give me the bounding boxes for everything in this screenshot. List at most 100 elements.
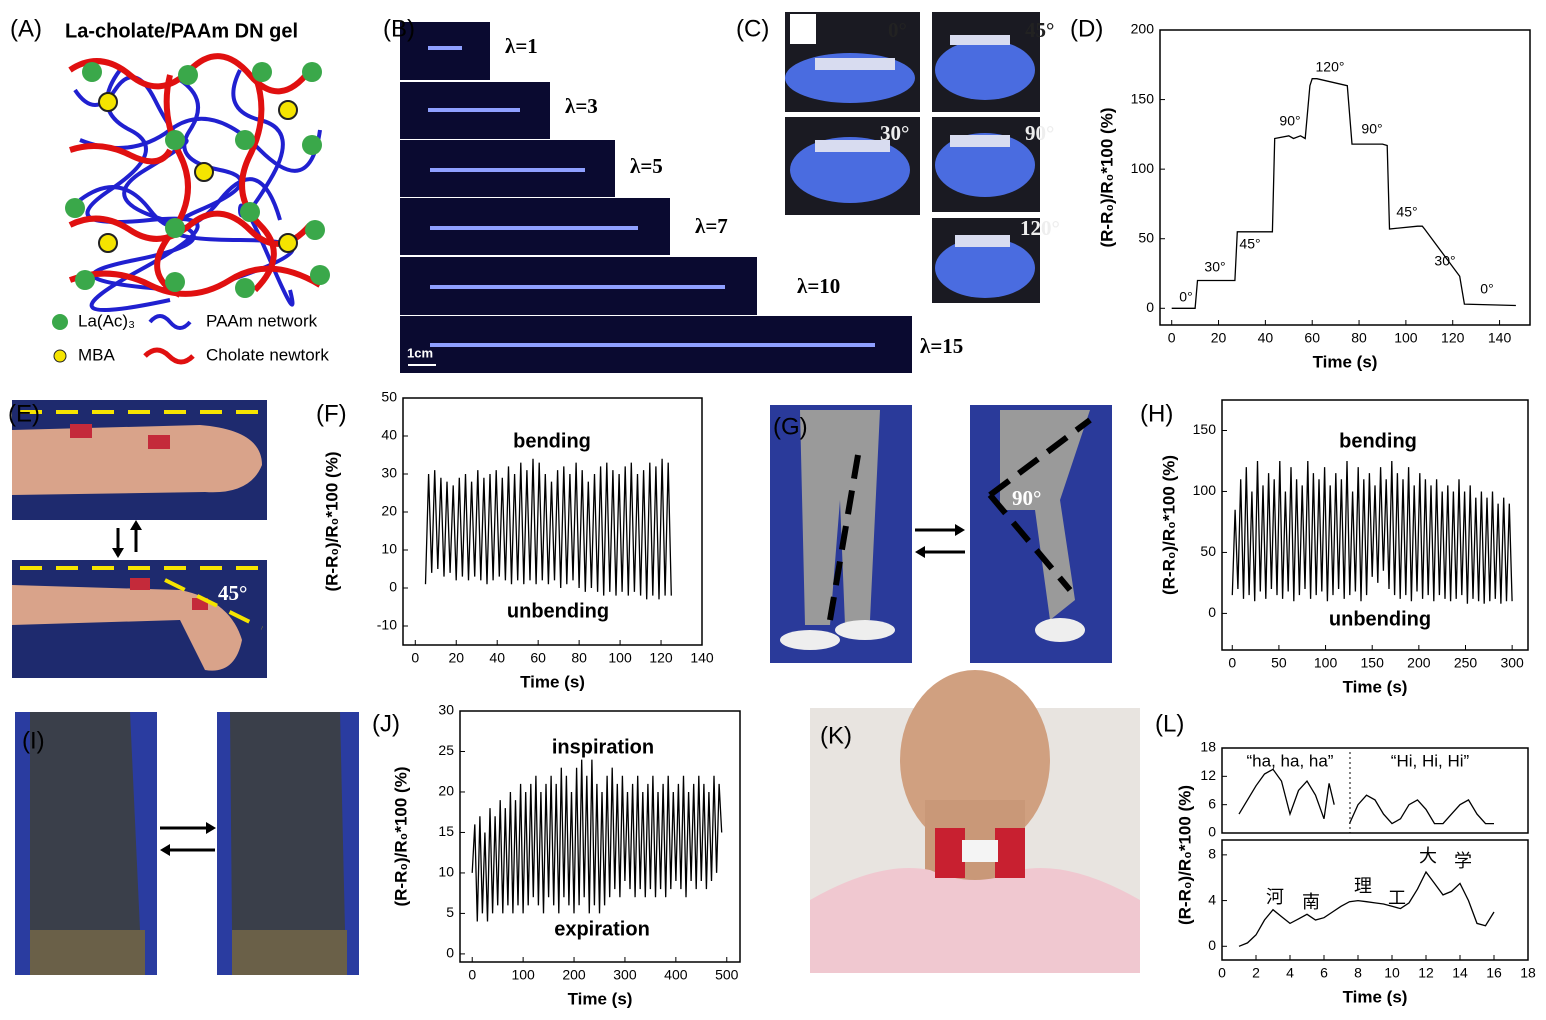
y-tick-label: -10: [377, 617, 397, 633]
y-tick-label: 50: [381, 389, 397, 405]
plot-frame: [1159, 29, 1531, 326]
y-tick-label: 200: [1131, 21, 1155, 37]
plot-frame: [459, 710, 741, 963]
x-tick-label: 20: [448, 650, 464, 666]
y-tick-label: 30: [438, 702, 454, 718]
panel-label: (A): [10, 15, 42, 42]
legend-swatch: [52, 314, 68, 330]
x-tick-label: 10: [1384, 965, 1400, 981]
panel-label: (D): [1070, 15, 1103, 42]
annotation: 30°: [1204, 259, 1225, 275]
annotation: 学: [1454, 851, 1472, 871]
x-axis-label: Time (s): [568, 989, 633, 1008]
torso-photos: [15, 712, 359, 975]
legend-swatch: [148, 314, 192, 330]
x-axis-label: Time (s): [1343, 677, 1408, 696]
x-tick-label: 60: [1304, 330, 1320, 346]
annotation: unbending: [1329, 608, 1431, 630]
data-line: [424, 458, 672, 600]
annotation: “Hi, Hi, Hi”: [1391, 751, 1470, 770]
annotation: 大: [1419, 846, 1437, 866]
x-tick-label: 140: [1488, 330, 1512, 346]
x-tick-label: 0: [1168, 330, 1176, 346]
annotation: 河: [1266, 887, 1284, 907]
x-tick-label: 18: [1520, 965, 1536, 981]
schematic-title: La-cholate/PAAm DN gel: [65, 20, 298, 42]
legend-label: La(Ac)₃: [78, 311, 135, 330]
plot-frame: [1221, 747, 1529, 834]
x-tick-label: 0: [1228, 655, 1236, 671]
annotation: bending: [513, 430, 591, 452]
annotation: 理: [1354, 876, 1372, 896]
x-tick-label: 80: [571, 650, 587, 666]
x-tick-label: 2: [1252, 965, 1260, 981]
cholate-chains: [68, 53, 322, 298]
x-tick-label: 100: [511, 967, 535, 983]
y-tick-label: 0: [446, 945, 454, 961]
panel-label: (K): [820, 722, 852, 749]
x-tick-label: 150: [1361, 655, 1385, 671]
angle-label: 90°: [1025, 121, 1054, 145]
y-tick-label: 20: [438, 783, 454, 799]
x-tick-label: 300: [1500, 655, 1524, 671]
y-tick-label: 15: [438, 823, 454, 839]
legend-swatch: [53, 349, 67, 363]
annotation: 0°: [1179, 289, 1192, 305]
leg-photos: [770, 405, 1112, 663]
panel-label: (C): [736, 15, 769, 42]
scale-label: 1cm: [407, 345, 433, 360]
wrist-photos: [12, 400, 267, 678]
annotation: 45°: [1396, 204, 1417, 220]
x-axis-label: Time (s): [1313, 352, 1378, 371]
plot-frame: [1221, 399, 1529, 651]
x-tick-label: 250: [1454, 655, 1478, 671]
angle-label: 45°: [1025, 18, 1054, 42]
y-tick-label: 6: [1208, 795, 1216, 811]
x-tick-label: 12: [1418, 965, 1434, 981]
stretch-label: λ=7: [695, 214, 728, 238]
y-axis-label: (R-R₀)/R₀*100 (%): [391, 766, 410, 906]
annotation: 南: [1302, 892, 1320, 912]
x-tick-label: 8: [1354, 965, 1362, 981]
y-tick-label: 0: [1208, 824, 1216, 840]
x-tick-label: 60: [530, 650, 546, 666]
panel-label: (G): [773, 413, 808, 440]
x-tick-label: 0: [411, 650, 419, 666]
x-tick-label: 0: [1218, 965, 1226, 981]
panel-label: (L): [1155, 710, 1184, 737]
x-tick-label: 14: [1452, 965, 1468, 981]
y-tick-label: 8: [1208, 846, 1216, 862]
panel-label: (I): [22, 727, 45, 754]
y-tick-label: 20: [381, 503, 397, 519]
y-tick-label: 0: [1146, 299, 1154, 315]
y-axis-label: (R-R₀)/R₀*100 (%): [1097, 107, 1116, 247]
x-tick-label: 120: [1441, 330, 1465, 346]
x-axis-label: Time (s): [1343, 987, 1408, 1006]
y-tick-label: 100: [1131, 160, 1155, 176]
annotation: inspiration: [552, 736, 654, 758]
angle-label: 120°: [1020, 216, 1060, 240]
x-tick-label: 100: [1314, 655, 1338, 671]
y-tick-label: 50: [1200, 543, 1216, 559]
y-tick-label: 10: [381, 541, 397, 557]
y-tick-label: 40: [381, 427, 397, 443]
angle-label: 30°: [880, 121, 909, 145]
legend-swatch: [143, 347, 195, 365]
data-line: [1238, 870, 1495, 947]
stretch-label: λ=5: [630, 154, 663, 178]
y-tick-label: 150: [1131, 90, 1155, 106]
angle-label: 0°: [888, 18, 907, 42]
data-line: [1238, 768, 1494, 825]
x-tick-label: 120: [649, 650, 673, 666]
annotation: 45°: [1239, 236, 1260, 252]
x-tick-label: 400: [664, 967, 688, 983]
y-tick-label: 150: [1193, 421, 1217, 437]
annotation: 90°: [1361, 121, 1382, 137]
angle-label: 90°: [1012, 486, 1041, 510]
neck-photo: [810, 670, 1140, 973]
x-tick-label: 200: [562, 967, 586, 983]
x-tick-label: 40: [1258, 330, 1274, 346]
annotation: 30°: [1434, 253, 1455, 269]
